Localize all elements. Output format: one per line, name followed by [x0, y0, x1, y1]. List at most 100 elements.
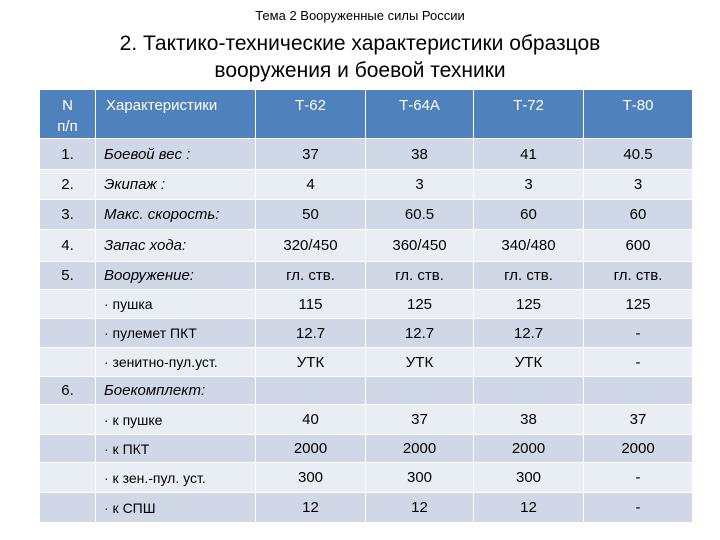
value-t64a: 300 — [366, 462, 474, 492]
value-t62: гл. ств. — [256, 261, 366, 289]
row-characteristic: · к ПКТ — [96, 434, 256, 462]
value-t72: 60 — [474, 199, 584, 229]
value-t72: 3 — [474, 169, 584, 199]
row-number: 2. — [40, 169, 96, 199]
value-t80: - — [584, 462, 692, 492]
row-characteristic: · пушка — [96, 289, 256, 318]
value-t72: 300 — [474, 462, 584, 492]
row-number: 1. — [40, 138, 96, 169]
row-number — [40, 289, 96, 318]
row-characteristic: · пулемет ПКТ — [96, 318, 256, 347]
row-characteristic: Макс. скорость: — [96, 199, 256, 229]
value-t72: 340/480 — [474, 229, 584, 261]
table-row: · к СПШ 12 12 12- — [40, 492, 692, 522]
value-t80: 125 — [584, 289, 692, 318]
value-t64a: 3 — [366, 169, 474, 199]
value-t64a: 60.5 — [366, 199, 474, 229]
value-t80: - — [584, 492, 692, 522]
table-header-row: N п/п Характеристики Т-62 Т-64А Т-72 Т-8… — [40, 90, 692, 138]
table-row: · пулемет ПКТ 12.7 12.7 12.7- — [40, 318, 692, 347]
value-t64a: 125 — [366, 289, 474, 318]
value-t80: гл. ств. — [584, 261, 692, 289]
header-num: N п/п — [40, 90, 96, 138]
table-row: · пушка 115 125 125 125 — [40, 289, 692, 318]
value-t72: 41 — [474, 138, 584, 169]
value-t64a: гл. ств. — [366, 261, 474, 289]
title-line-1: 2. Тактико-технические характеристики об… — [119, 32, 601, 55]
value-t80: 2000 — [584, 434, 692, 462]
value-t64a: 12.7 — [366, 318, 474, 347]
row-number — [40, 347, 96, 376]
value-t62: 40 — [256, 404, 366, 434]
value-t72: 12.7 — [474, 318, 584, 347]
value-t64a: 38 — [366, 138, 474, 169]
value-t64a: 12 — [366, 492, 474, 522]
value-t80: 3 — [584, 169, 692, 199]
row-characteristic: Запас хода: — [96, 229, 256, 261]
row-number: 4. — [40, 229, 96, 261]
table-row: · зенитно-пул.уст. УТК УТК УТК - — [40, 347, 692, 376]
value-t62: 2000 — [256, 434, 366, 462]
header-num-line-1: N — [62, 97, 73, 114]
row-characteristic: Вооружение: — [96, 261, 256, 289]
row-characteristic: · к пушке — [96, 404, 256, 434]
row-number — [40, 404, 96, 434]
row-characteristic: Боевой вес : — [96, 138, 256, 169]
value-t80: 37 — [584, 404, 692, 434]
row-characteristic: · к зен.-пул. уст. — [96, 462, 256, 492]
value-t64a: УТК — [366, 347, 474, 376]
row-number — [40, 434, 96, 462]
row-characteristic: Экипаж : — [96, 169, 256, 199]
value-t80: - — [584, 318, 692, 347]
header-t72: Т-72 — [474, 90, 584, 138]
value-t72: гл. ств. — [474, 261, 584, 289]
table-row: 1. Боевой вес :37 38 41 40.5 — [40, 138, 692, 169]
header-t80: Т-80 — [584, 90, 692, 138]
table-row: · к зен.-пул. уст. 300 300 300- — [40, 462, 692, 492]
value-t72: 38 — [474, 404, 584, 434]
table-row: 6. Боекомплект: — [40, 376, 692, 404]
value-t62: 37 — [256, 138, 366, 169]
value-t62: 300 — [256, 462, 366, 492]
value-t64a: 2000 — [366, 434, 474, 462]
specs-table: N п/п Характеристики Т-62 Т-64А Т-72 Т-8… — [40, 90, 692, 522]
value-t64a: 37 — [366, 404, 474, 434]
header-t64a: Т-64А — [366, 90, 474, 138]
row-characteristic: · зенитно-пул.уст. — [96, 347, 256, 376]
value-t62: 4 — [256, 169, 366, 199]
slide-title: 2. Тактико-технические характеристики об… — [60, 30, 660, 84]
value-t72: УТК — [474, 347, 584, 376]
table-row: 3. Макс. скорость: 50 60.5 60 60 — [40, 199, 692, 229]
header-characteristics: Характеристики — [96, 90, 256, 138]
value-t72: 125 — [474, 289, 584, 318]
row-characteristic: Боекомплект: — [96, 376, 256, 404]
header-num-line-2: п/п — [57, 118, 78, 135]
value-t62: 50 — [256, 199, 366, 229]
value-t62: 320/450 — [256, 229, 366, 261]
topic-header: Тема 2 Вооруженные силы России — [255, 8, 465, 23]
table-row: · к пушке 40 37 38 37 — [40, 404, 692, 434]
row-number: 6. — [40, 376, 96, 404]
header-t62: Т-62 — [256, 90, 366, 138]
row-number — [40, 462, 96, 492]
value-t62: 12 — [256, 492, 366, 522]
table-row: 5. Вооружение: гл. ств. гл. ств. гл. ств. гл.… — [40, 261, 692, 289]
value-t64a: 360/450 — [366, 229, 474, 261]
value-t80: 60 — [584, 199, 692, 229]
value-t62 — [256, 376, 366, 404]
value-t72: 2000 — [474, 434, 584, 462]
row-number: 3. — [40, 199, 96, 229]
table-row: · к ПКТ 2000 2000 2000 2000 — [40, 434, 692, 462]
value-t72: 12 — [474, 492, 584, 522]
value-t80 — [584, 376, 692, 404]
row-number — [40, 318, 96, 347]
table-row: 4. Запас хода: 320/450 360/450 340/480 600 — [40, 229, 692, 261]
row-characteristic: · к СПШ — [96, 492, 256, 522]
value-t62: УТК — [256, 347, 366, 376]
value-t80: 600 — [584, 229, 692, 261]
value-t62: 12.7 — [256, 318, 366, 347]
row-number: 5. — [40, 261, 96, 289]
value-t62: 115 — [256, 289, 366, 318]
title-line-2: вооружения и боевой техники — [214, 59, 506, 82]
